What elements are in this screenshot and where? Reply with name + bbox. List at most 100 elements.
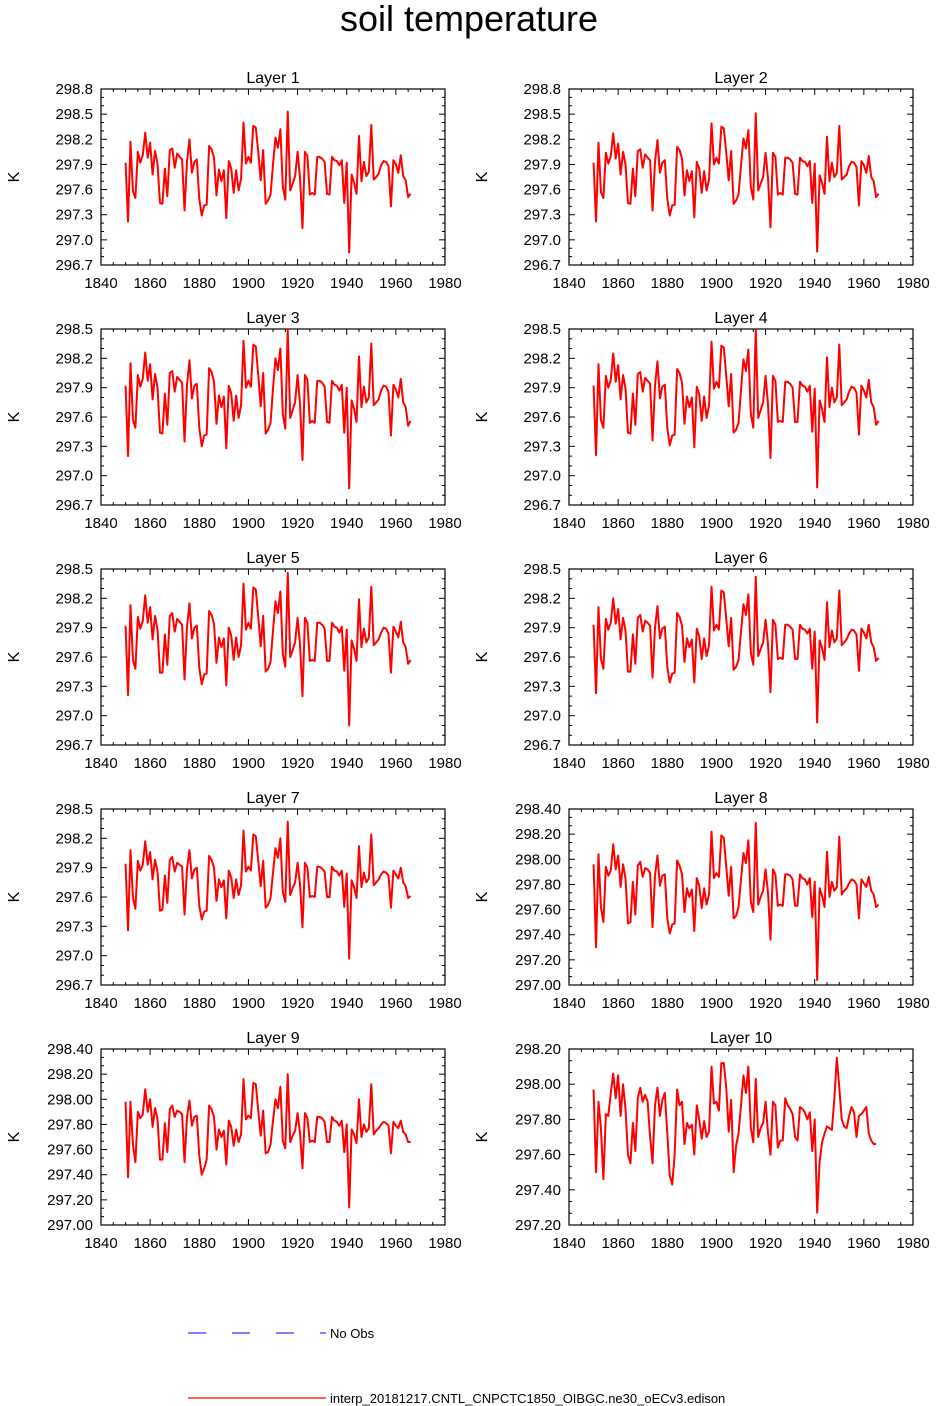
y-tick-label: 296.7	[523, 257, 561, 274]
chart-title: Layer 5	[246, 550, 299, 567]
x-tick-label: 1940	[798, 755, 831, 772]
y-tick-label: 297.60	[515, 902, 561, 919]
y-tick-label: 298.2	[55, 590, 93, 607]
series-line	[124, 1073, 411, 1209]
series-line	[124, 820, 412, 960]
y-tick-label: 298.5	[55, 321, 93, 338]
chart-panel-8: Layer 8 K 1840 1860 1880 1900 1920 1940 1960 1980…	[474, 790, 930, 1012]
y-tick-label: 298.00	[515, 851, 561, 868]
x-tick-label: 1920	[749, 1235, 782, 1252]
x-tick-label: 1880	[651, 1235, 684, 1252]
y-tick-label: 297.6	[55, 182, 93, 199]
y-tick-label: 298.8	[523, 81, 561, 98]
charts-grid: Layer 1 K 1840 1860 1880 1900 1920 1940 1960 1980…	[6, 70, 930, 1252]
series-line	[592, 1056, 877, 1214]
x-tick-label: 1840	[552, 275, 585, 292]
y-tick-label: 297.6	[523, 409, 561, 426]
plot-frame	[100, 328, 446, 506]
x-tick-label: 1900	[700, 755, 733, 772]
x-tick-label: 1940	[798, 995, 831, 1012]
chart-title: Layer 2	[714, 70, 767, 87]
y-tick-label: 297.6	[55, 889, 93, 906]
x-tick-label: 1960	[847, 1235, 880, 1252]
plot-frame	[100, 808, 446, 986]
series-line	[124, 110, 412, 254]
legend-obs-label: No Obs	[330, 1326, 375, 1341]
x-tick-label: 1860	[601, 515, 634, 532]
x-tick-label: 1880	[183, 755, 216, 772]
x-tick-label: 1840	[84, 1235, 117, 1252]
x-tick-label: 1900	[700, 275, 733, 292]
y-tick-label: 298.2	[55, 131, 93, 148]
x-tick-label: 1860	[133, 995, 166, 1012]
x-tick-label: 1880	[651, 515, 684, 532]
x-tick-label: 1840	[552, 515, 585, 532]
y-tick-label: 297.60	[515, 1147, 561, 1164]
x-tick-label: 1920	[281, 515, 314, 532]
y-tick-label: 298.5	[55, 106, 93, 123]
x-tick-label: 1860	[601, 275, 634, 292]
x-tick-label: 1880	[183, 995, 216, 1012]
x-tick-label: 1940	[798, 275, 831, 292]
x-tick-label: 1980	[896, 755, 929, 772]
chart-title: Layer 6	[714, 550, 767, 567]
x-tick-label: 1920	[281, 995, 314, 1012]
x-tick-label: 1900	[232, 755, 265, 772]
y-tick-label: 297.40	[47, 1167, 93, 1184]
x-tick-label: 1860	[133, 755, 166, 772]
y-tick-label: 298.20	[515, 1041, 561, 1058]
y-tick-label: 296.7	[55, 737, 93, 754]
x-tick-label: 1940	[330, 515, 363, 532]
y-axis-label: K	[474, 651, 491, 662]
x-tick-label: 1920	[749, 515, 782, 532]
y-tick-label: 297.80	[515, 876, 561, 893]
x-tick-label: 1980	[428, 995, 461, 1012]
y-axis-label: K	[474, 1131, 491, 1142]
x-tick-label: 1860	[601, 1235, 634, 1252]
plot-frame	[100, 1048, 446, 1226]
x-tick-label: 1840	[552, 1235, 585, 1252]
x-tick-label: 1940	[330, 755, 363, 772]
x-tick-label: 1840	[552, 995, 585, 1012]
y-tick-label: 298.5	[523, 321, 561, 338]
x-tick-label: 1980	[428, 515, 461, 532]
x-tick-label: 1960	[847, 275, 880, 292]
y-tick-label: 297.6	[523, 649, 561, 666]
x-tick-label: 1920	[749, 995, 782, 1012]
y-tick-label: 297.0	[55, 708, 93, 725]
y-tick-label: 297.3	[523, 207, 561, 224]
y-tick-label: 297.0	[523, 232, 561, 249]
y-tick-label: 298.00	[515, 1076, 561, 1093]
y-tick-label: 297.0	[523, 468, 561, 485]
x-tick-label: 1920	[749, 755, 782, 772]
y-tick-label: 298.5	[523, 561, 561, 578]
y-tick-label: 296.7	[523, 737, 561, 754]
y-tick-label: 297.20	[515, 1217, 561, 1234]
x-tick-label: 1900	[232, 275, 265, 292]
y-tick-label: 297.6	[55, 409, 93, 426]
y-tick-label: 298.2	[55, 350, 93, 367]
x-tick-label: 1960	[379, 515, 412, 532]
y-tick-label: 298.2	[523, 131, 561, 148]
x-tick-label: 1960	[379, 275, 412, 292]
series-line	[592, 821, 880, 981]
y-tick-label: 297.60	[47, 1142, 93, 1159]
y-tick-label: 297.9	[523, 380, 561, 397]
y-axis-label: K	[6, 891, 23, 902]
chart-panel-7: Layer 7 K 1840 1860 1880 1900 1920 1940 1960 1980…	[6, 790, 462, 1012]
x-tick-label: 1920	[749, 275, 782, 292]
x-tick-label: 1840	[552, 755, 585, 772]
y-tick-label: 298.2	[523, 350, 561, 367]
chart-panel-6: Layer 6 K 1840 1860 1880 1900 1920 1940 1960 1980…	[474, 550, 930, 772]
series-line	[592, 328, 880, 489]
plot-frame	[568, 1048, 914, 1226]
y-axis-label: K	[474, 411, 491, 422]
x-tick-label: 1860	[133, 515, 166, 532]
y-tick-label: 297.9	[523, 620, 561, 637]
y-tick-label: 297.0	[55, 232, 93, 249]
y-tick-label: 297.9	[523, 156, 561, 173]
y-axis-label: K	[6, 651, 23, 662]
y-tick-label: 297.9	[55, 156, 93, 173]
x-tick-label: 1880	[651, 275, 684, 292]
x-tick-label: 1840	[84, 755, 117, 772]
